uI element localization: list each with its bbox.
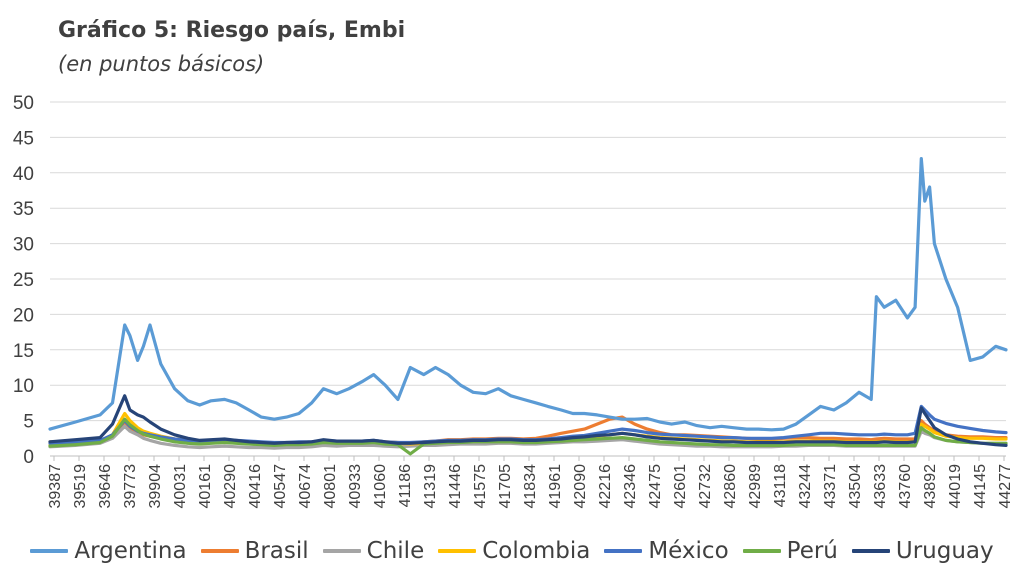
x-tick-label: 40801 bbox=[322, 464, 339, 509]
x-tick-label: 42090 bbox=[572, 464, 589, 509]
legend-label: Chile bbox=[366, 538, 425, 564]
legend-item: Argentina bbox=[30, 538, 187, 564]
legend-swatch bbox=[742, 549, 781, 553]
x-tick-label: 44145 bbox=[972, 464, 989, 509]
x-tick-label: 43244 bbox=[797, 464, 814, 509]
x-tick-label: 39646 bbox=[97, 464, 114, 509]
y-tick-label: 25 bbox=[13, 270, 34, 291]
legend-swatch bbox=[200, 549, 239, 553]
x-tick-label: 42601 bbox=[672, 464, 689, 509]
x-tick-label: 41060 bbox=[372, 464, 389, 509]
x-tick-label: 39519 bbox=[72, 464, 89, 509]
x-tick-label: 42989 bbox=[747, 464, 764, 509]
x-tick-label: 42216 bbox=[597, 464, 614, 509]
y-tick-label: 50 bbox=[13, 93, 34, 114]
x-tick-label: 43371 bbox=[822, 464, 839, 509]
x-tick-label: 42346 bbox=[622, 464, 639, 509]
y-tick-label: 30 bbox=[13, 235, 34, 256]
x-tick-label: 41961 bbox=[547, 464, 564, 509]
x-tick-label: 41705 bbox=[497, 464, 514, 509]
x-tick-label: 42860 bbox=[722, 464, 739, 509]
legend-item: Perú bbox=[742, 538, 838, 564]
y-tick-label: 15 bbox=[13, 341, 34, 362]
legend-swatch bbox=[851, 549, 890, 553]
y-tick-label: 10 bbox=[13, 376, 34, 397]
y-tick-label: 35 bbox=[13, 199, 34, 220]
legend-item: Brasil bbox=[200, 538, 309, 564]
x-tick-label: 43504 bbox=[847, 464, 864, 509]
legend-label: Colombia bbox=[482, 538, 591, 564]
legend-item: México bbox=[604, 538, 729, 564]
x-tick-label: 40031 bbox=[172, 464, 189, 509]
legend-item: Colombia bbox=[438, 538, 590, 564]
legend-item: Uruguay bbox=[851, 538, 994, 564]
x-tick-label: 40416 bbox=[247, 464, 264, 509]
legend-label: Brasil bbox=[244, 538, 309, 564]
x-tick-label: 43118 bbox=[772, 464, 789, 507]
x-tick-label: 44019 bbox=[947, 464, 964, 509]
x-tick-label: 41834 bbox=[522, 464, 539, 509]
chart-title: Gráfico 5: Riesgo país, Embi bbox=[58, 18, 406, 43]
x-tick-label: 40674 bbox=[297, 464, 314, 509]
y-tick-label: 45 bbox=[13, 128, 34, 149]
y-tick-label: 5 bbox=[23, 412, 34, 433]
legend-swatch bbox=[604, 549, 643, 553]
legend-label: Argentina bbox=[74, 538, 187, 564]
y-tick-label: 0 bbox=[23, 447, 34, 468]
legend-label: México bbox=[648, 538, 729, 564]
x-tick-label: 42475 bbox=[647, 464, 664, 509]
x-tick-label: 40161 bbox=[197, 464, 214, 509]
x-tick-label: 41319 bbox=[422, 464, 439, 509]
x-tick-label: 44277 bbox=[997, 464, 1014, 509]
legend-label: Perú bbox=[786, 538, 838, 564]
x-tick-label: 40547 bbox=[272, 464, 289, 509]
legend-swatch bbox=[438, 549, 477, 553]
legend-swatch bbox=[30, 549, 69, 553]
chart-legend: Argentina Brasil Chile Colombia México Perú Ur… bbox=[0, 538, 1024, 564]
x-tick-label: 39773 bbox=[122, 464, 139, 509]
x-tick-label: 41186 bbox=[397, 464, 414, 507]
chart-subtitle: (en puntos básicos) bbox=[58, 52, 265, 76]
y-tick-label: 20 bbox=[13, 305, 34, 326]
series-line-argentina bbox=[48, 157, 1008, 432]
x-tick-label: 40290 bbox=[222, 464, 239, 509]
y-tick-label: 40 bbox=[13, 164, 34, 185]
legend-label: Uruguay bbox=[895, 538, 994, 564]
series-line-uruguay bbox=[48, 394, 1008, 447]
x-tick-label: 43760 bbox=[897, 464, 914, 509]
x-tick-label: 41575 bbox=[472, 464, 489, 509]
legend-item: Chile bbox=[322, 538, 425, 564]
series-line-peru bbox=[48, 417, 1008, 456]
x-tick-label: 43892 bbox=[922, 464, 939, 509]
x-tick-label: 39904 bbox=[147, 464, 164, 509]
legend-swatch bbox=[322, 549, 361, 553]
x-tick-label: 41446 bbox=[447, 464, 464, 509]
x-tick-label: 39387 bbox=[47, 464, 64, 509]
x-tick-label: 43633 bbox=[872, 464, 889, 509]
x-tick-label: 40933 bbox=[347, 464, 364, 509]
x-tick-label: 42732 bbox=[697, 464, 714, 509]
